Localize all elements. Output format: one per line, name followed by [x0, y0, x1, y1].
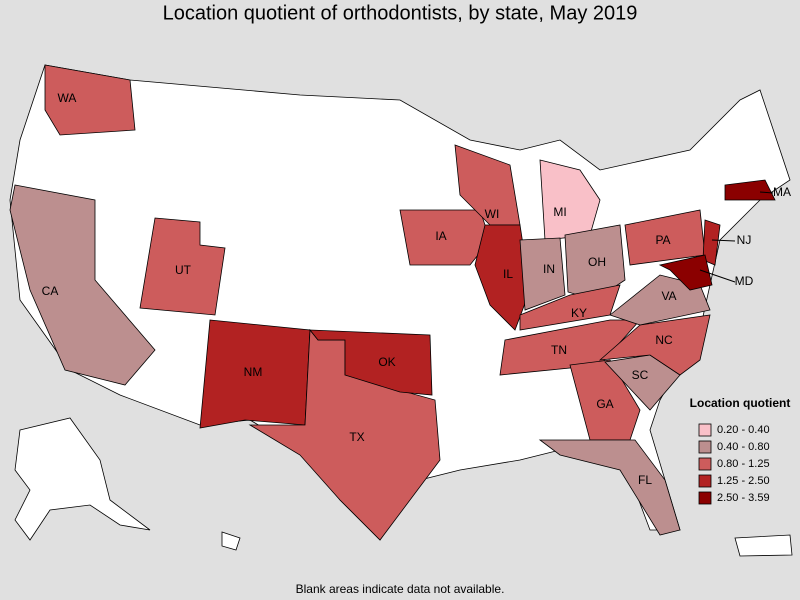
legend-title: Location quotient [690, 396, 791, 410]
leader-line [699, 269, 736, 283]
state [199, 319, 311, 429]
state [539, 159, 601, 241]
state-label: MI [553, 205, 566, 219]
state [724, 179, 776, 201]
state-label: TN [551, 343, 567, 357]
state-label: FL [638, 473, 652, 487]
state [569, 359, 641, 441]
state [538, 439, 681, 536]
leader-line [711, 239, 736, 242]
map-title: Location quotient of orthodontists, by s… [163, 2, 638, 24]
state [609, 274, 711, 326]
state-label: SC [632, 368, 649, 382]
state [519, 284, 621, 331]
footnote: Blank areas indicate data not available. [296, 582, 505, 596]
state [44, 64, 136, 136]
state-label: IA [435, 229, 446, 243]
legend-swatch [698, 474, 712, 488]
legend-label: 0.20 - 0.40 [717, 424, 770, 436]
legend-label: 1.25 - 2.50 [717, 475, 770, 487]
legend-swatch [698, 423, 712, 437]
state-label: NJ [737, 233, 752, 247]
legend-swatch [698, 440, 712, 454]
alaska [14, 417, 151, 541]
state-label: OK [378, 355, 395, 369]
state-label: KY [571, 306, 587, 320]
puerto-rico [734, 534, 793, 557]
state [309, 329, 433, 396]
legend: 0.20 - 0.40 0.40 - 0.80 0.80 - 1.25 1.25 - … [698, 423, 770, 505]
hawaii [221, 531, 241, 551]
legend-label: 0.80 - 1.25 [717, 458, 770, 470]
legend-label: 2.50 - 3.59 [717, 492, 770, 504]
legend-swatch [698, 457, 712, 471]
state-label: VA [661, 289, 676, 303]
state-label: UT [175, 263, 192, 277]
state-label: PA [655, 233, 670, 247]
state-label: NM [244, 365, 263, 379]
state-label: GA [596, 397, 613, 411]
state-label: TX [349, 430, 364, 444]
state [658, 254, 713, 291]
states: WA CA UT NM TX OK IA WI IL MI IN OH KY TN GA FL SC NC VA PA… [9, 64, 791, 541]
legend-swatch [698, 491, 712, 505]
state-label: IL [503, 267, 513, 281]
state-label: WI [485, 207, 500, 221]
leader-line [759, 191, 774, 194]
state-label: MA [773, 185, 791, 199]
legend-label: 0.40 - 0.80 [717, 441, 770, 453]
state-label: OH [588, 255, 606, 269]
state [702, 219, 721, 266]
state [474, 224, 531, 331]
state-label: CA [42, 284, 59, 298]
state [139, 217, 226, 316]
state-label: NC [655, 333, 673, 347]
state-label: MD [735, 274, 754, 288]
state [519, 237, 566, 311]
state [9, 184, 156, 386]
state-label: WA [58, 91, 77, 105]
state-label: IN [543, 262, 555, 276]
